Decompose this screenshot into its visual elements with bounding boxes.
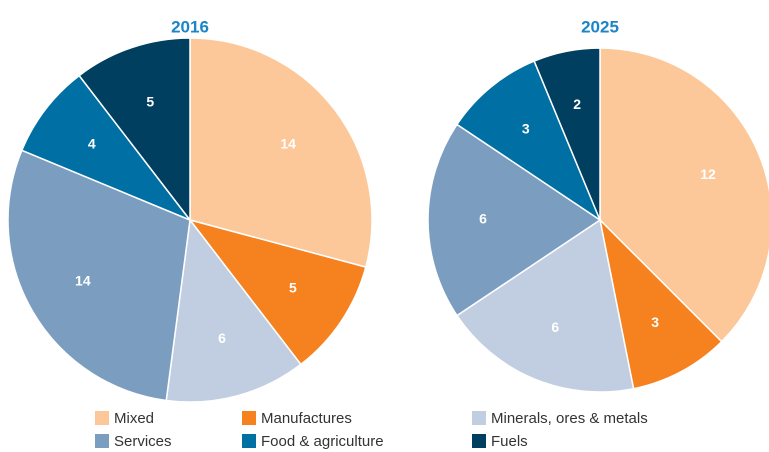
data-label: 3 xyxy=(522,120,530,136)
legend-swatch xyxy=(95,434,109,448)
pie-slice xyxy=(455,60,602,222)
pie-slice xyxy=(533,47,601,221)
data-label: 6 xyxy=(218,330,226,346)
data-label: 4 xyxy=(88,135,96,151)
legend-swatch xyxy=(95,411,109,425)
pie-slice xyxy=(189,37,373,269)
chart-title: 2016 xyxy=(171,17,209,36)
pie-slice xyxy=(598,217,723,390)
legend-label: Services xyxy=(114,433,172,450)
legend-swatch xyxy=(472,434,486,448)
data-label: 6 xyxy=(551,319,559,335)
data-label: 5 xyxy=(146,94,154,110)
data-label: 6 xyxy=(479,211,487,227)
pie-slice xyxy=(427,123,602,317)
pie-slice xyxy=(78,37,191,223)
pie-slice xyxy=(20,74,193,222)
legend-swatch xyxy=(242,434,256,448)
data-label: 14 xyxy=(280,135,296,151)
pie-slice xyxy=(165,218,302,403)
data-label: 5 xyxy=(289,279,297,295)
pie-slice xyxy=(7,149,191,402)
legend-label: Mixed xyxy=(114,410,154,427)
chart-title: 2025 xyxy=(581,17,619,36)
data-label: 2 xyxy=(573,96,581,112)
legend-label: Manufactures xyxy=(261,410,352,427)
data-label: 3 xyxy=(651,314,659,330)
data-label: 12 xyxy=(700,166,716,182)
legend-swatch xyxy=(242,411,256,425)
pie-slice xyxy=(455,218,635,393)
pie-slice xyxy=(599,47,769,343)
pie-slice xyxy=(188,218,367,366)
legend-label: Food & agriculture xyxy=(261,433,384,450)
legend-label: Minerals, ores & metals xyxy=(491,410,648,427)
data-label: 14 xyxy=(75,273,91,289)
legend-label: Fuels xyxy=(491,433,528,450)
legend-swatch xyxy=(472,411,486,425)
